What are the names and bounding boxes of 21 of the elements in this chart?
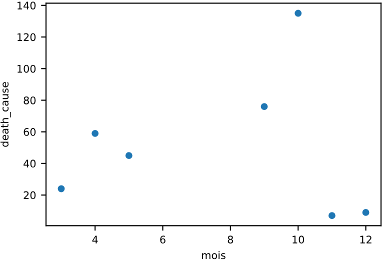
y-axis-title: death_cause [0, 82, 11, 147]
y-tick-label: 80 [24, 96, 36, 104]
x-tick-label: 12 [360, 236, 372, 244]
y-tick-label: 40 [24, 160, 36, 168]
point [92, 130, 99, 137]
point [328, 212, 336, 220]
x-tick-label: 8 [228, 236, 234, 244]
point [125, 152, 132, 160]
point [58, 185, 65, 192]
point [294, 10, 302, 17]
y-tick-label: 140 [18, 2, 36, 10]
x-axis-title: mois [202, 251, 226, 260]
x-tick-label: 4 [92, 236, 98, 244]
y-tick-label: 100 [18, 64, 36, 73]
y-tick-label: 20 [24, 191, 36, 200]
x-tick-label: 10 [292, 236, 304, 244]
point [362, 208, 370, 216]
y-tick-label: 60 [24, 128, 36, 136]
point [260, 103, 268, 110]
y-tick-label: 120 [18, 33, 36, 42]
x-tick-label: 6 [160, 236, 166, 244]
